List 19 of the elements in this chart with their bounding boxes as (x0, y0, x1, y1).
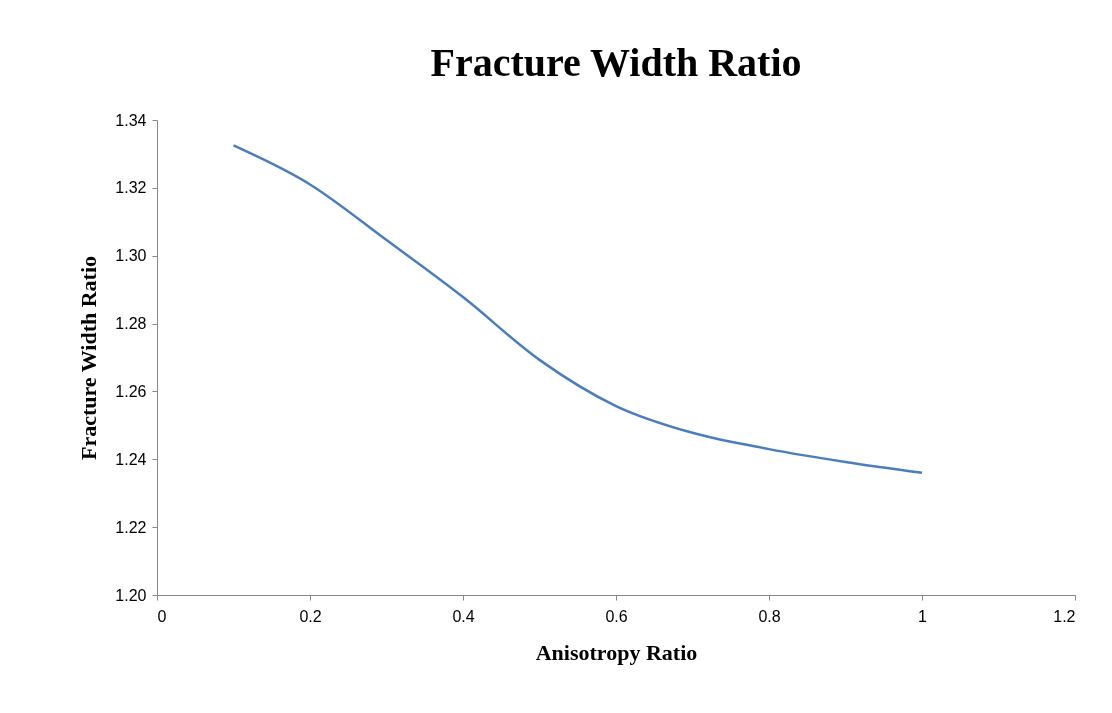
chart-title: Fracture Width Ratio (430, 40, 802, 85)
y-tick-label: 1.26 (115, 382, 147, 400)
x-tick-label: 1.2 (1053, 607, 1076, 625)
y-tick-label: 1.32 (115, 179, 147, 197)
y-tick-label: 1.24 (115, 450, 147, 468)
x-tick-label: 0.6 (605, 607, 628, 625)
y-tick-label: 1.20 (115, 586, 147, 604)
x-tick-label: 1 (918, 607, 928, 625)
x-tick-label: 0.4 (452, 607, 475, 625)
x-tick-label: 0 (157, 607, 167, 625)
line-series (232, 144, 924, 475)
y-tick-label: 1.30 (115, 247, 147, 265)
y-tick-label: 1.28 (115, 315, 147, 333)
y-axis-title: Fracture Width Ratio (76, 255, 102, 461)
x-axis-title: Anisotropy Ratio (535, 639, 698, 665)
x-tick-label: 0.2 (299, 607, 322, 625)
y-tick-label: 1.22 (115, 518, 147, 536)
x-tick-label: 0.8 (758, 607, 781, 625)
y-tick-label: 1.34 (115, 111, 147, 129)
